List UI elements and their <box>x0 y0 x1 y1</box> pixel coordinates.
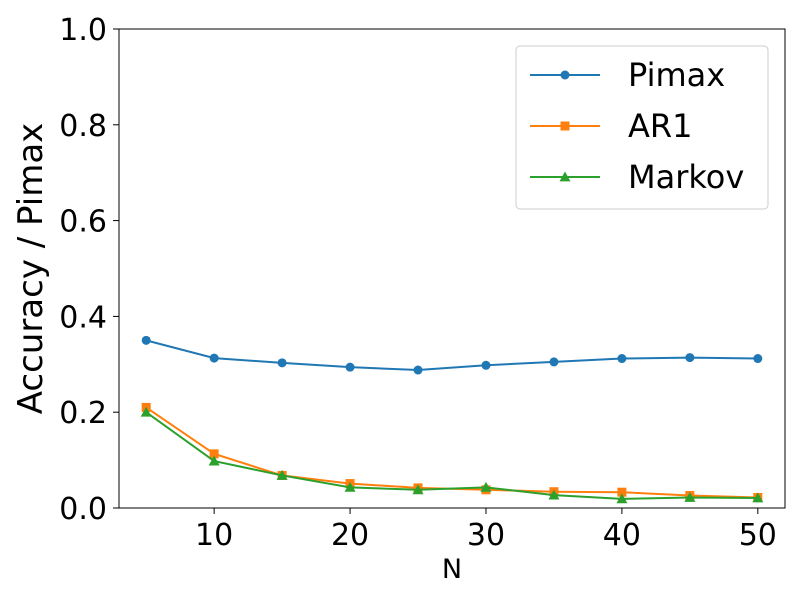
x-tick-label: 40 <box>603 518 641 553</box>
legend-label-pimax: Pimax <box>628 56 725 94</box>
y-tick-label: 0.8 <box>59 109 107 144</box>
legend-entry-markov: Markov <box>530 158 744 196</box>
data-point-ar1 <box>617 487 627 497</box>
y-tick-label: 0.4 <box>59 300 107 335</box>
legend-marker-markov <box>559 171 571 182</box>
data-point-markov <box>276 469 288 480</box>
legend-marker-pimax <box>560 70 570 80</box>
data-point-pimax <box>617 354 627 364</box>
data-point-ar1 <box>209 449 219 459</box>
data-point-markov <box>140 406 152 417</box>
data-point-pimax <box>685 353 695 363</box>
data-point-markov <box>684 491 696 502</box>
data-point-pimax <box>277 358 287 368</box>
series-line-pimax <box>145 339 758 372</box>
y-axis: 0.0 0.2 0.4 0.6 0.8 1.0 <box>59 13 119 527</box>
data-point-pimax <box>753 354 763 364</box>
x-tick-label: 30 <box>467 518 505 553</box>
y-tick-label: 0.2 <box>59 396 107 431</box>
legend-marker-ar1 <box>560 121 570 131</box>
data-point-markov <box>208 455 220 466</box>
legend-entry-ar1: AR1 <box>530 107 692 145</box>
data-point-pimax <box>345 362 355 372</box>
plot-frame <box>118 28 786 509</box>
data-point-markov <box>548 489 560 500</box>
legend-label-ar1: AR1 <box>628 107 692 145</box>
data-point-markov <box>752 492 764 503</box>
data-point-pimax <box>141 335 151 345</box>
x-tick-label: 10 <box>195 518 233 553</box>
series-line-markov <box>145 411 758 500</box>
series-pimax <box>141 335 763 375</box>
y-tick-label: 0.0 <box>59 492 107 527</box>
data-point-markov <box>412 484 424 495</box>
y-tick-label: 0.6 <box>59 205 107 240</box>
series-markov <box>140 406 764 504</box>
data-point-pimax <box>209 353 219 363</box>
data-point-markov <box>344 481 356 492</box>
data-point-pimax <box>413 365 423 375</box>
legend-entry-pimax: Pimax <box>530 56 725 94</box>
y-tick-label: 1.0 <box>59 13 107 48</box>
x-axis-title: N <box>442 554 462 585</box>
legend: Pimax AR1 Markov <box>515 45 769 210</box>
series-layer <box>140 335 764 504</box>
legend-box <box>515 45 769 210</box>
data-point-markov <box>616 493 628 504</box>
data-point-pimax <box>549 357 559 367</box>
x-tick-label: 20 <box>331 518 369 553</box>
x-tick-label: 50 <box>739 518 777 553</box>
x-axis: 10 20 30 40 50 <box>195 508 777 553</box>
data-point-pimax <box>481 360 491 370</box>
data-point-markov <box>480 481 492 492</box>
y-axis-title: Accuracy / Pimax <box>11 123 51 415</box>
legend-label-markov: Markov <box>628 158 744 196</box>
